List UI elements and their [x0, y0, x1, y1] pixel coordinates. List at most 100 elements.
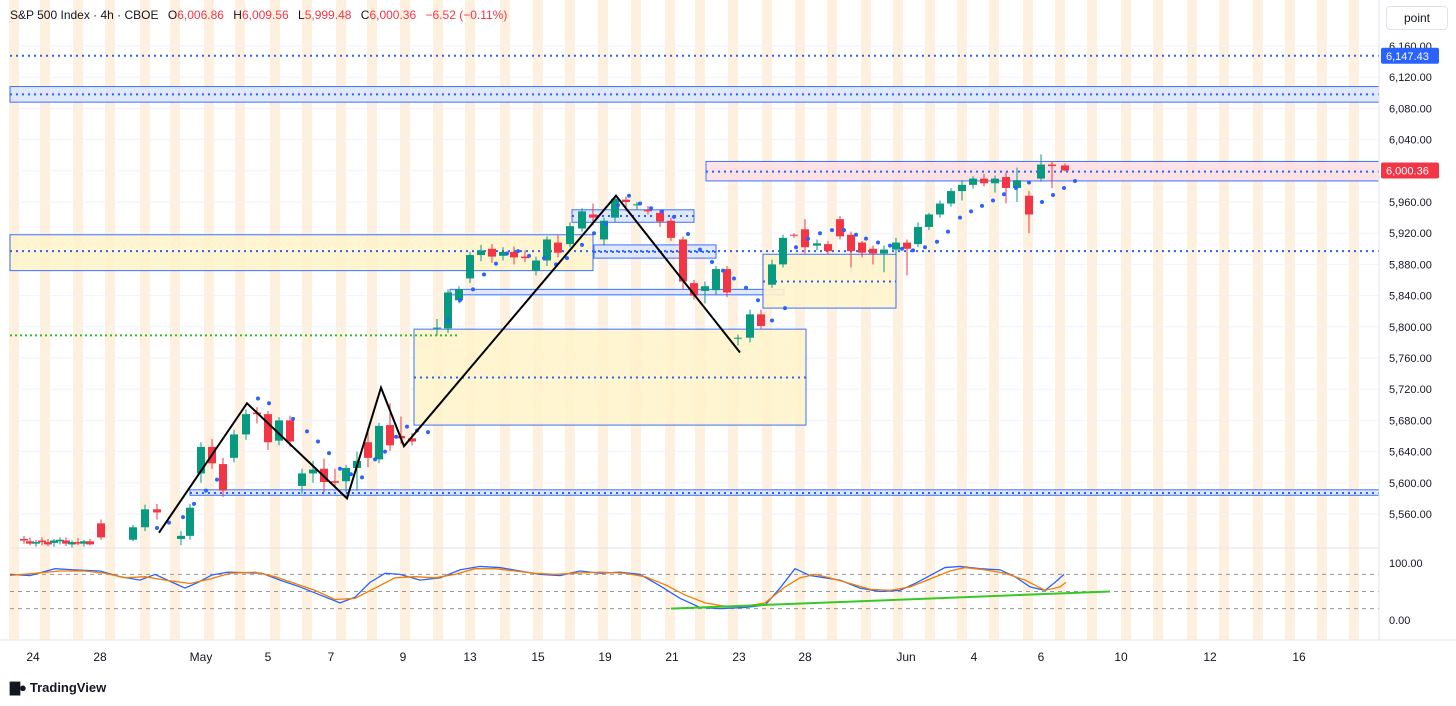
candle — [1013, 167, 1021, 202]
psar-dot — [911, 248, 915, 253]
candle-body — [813, 243, 821, 246]
candle — [656, 209, 664, 227]
candle — [712, 265, 720, 295]
price-tag: 6,147.43 — [1381, 47, 1439, 64]
psar-dot — [527, 253, 531, 258]
candle-body — [958, 184, 966, 192]
stoch-tick-label: 100.00 — [1389, 558, 1423, 570]
candle — [129, 524, 137, 542]
candle — [521, 250, 529, 263]
session-band — [1317, 0, 1327, 640]
candle-body — [1025, 195, 1033, 215]
candle — [141, 504, 149, 532]
candle-body — [264, 414, 272, 443]
candle — [947, 187, 955, 207]
candle — [734, 334, 742, 346]
psar-dot — [360, 475, 364, 480]
session-band — [204, 0, 214, 640]
y-tick-label: 5,680.00 — [1389, 415, 1432, 427]
session-band — [400, 0, 410, 640]
psar-dot — [991, 198, 995, 203]
tradingview-logo[interactable]: ▇● TradingView — [10, 680, 106, 696]
candle — [499, 247, 507, 261]
candle — [477, 244, 485, 262]
session-band — [140, 0, 150, 640]
candle — [26, 537, 34, 546]
candle-body — [690, 283, 698, 296]
psar-dot — [1073, 178, 1077, 183]
psar-dot — [580, 242, 584, 247]
x-tick-label: 5 — [265, 650, 272, 664]
candle-body — [936, 203, 944, 215]
x-tick-label: 10 — [1114, 650, 1128, 664]
candle-body — [869, 248, 877, 254]
candle — [969, 176, 977, 189]
candle — [925, 212, 933, 231]
psar-dot — [923, 245, 927, 250]
candle-body — [622, 199, 630, 202]
candle-body — [466, 255, 474, 279]
candle-body — [701, 286, 709, 291]
y-tick-label: 5,600.00 — [1389, 478, 1432, 490]
candle-body — [129, 527, 137, 540]
session-band — [925, 0, 935, 640]
candle — [510, 246, 518, 265]
candle — [1002, 172, 1010, 204]
session-band — [631, 0, 641, 640]
psar-dot — [1002, 192, 1006, 197]
psar-dot — [806, 236, 810, 241]
psar-dot — [1040, 200, 1044, 204]
candle — [230, 429, 238, 463]
candle-body — [26, 541, 34, 544]
candle-body — [600, 220, 608, 240]
session-band — [861, 0, 871, 640]
psar-dot — [291, 416, 295, 421]
candle-body — [56, 539, 64, 542]
unit-button[interactable]: point — [1386, 6, 1448, 30]
candle — [275, 417, 283, 446]
tradingview-icon: ▇● — [10, 680, 27, 695]
psar-dot — [876, 240, 880, 245]
candle — [86, 538, 94, 546]
price-tag-bg — [1381, 162, 1439, 179]
candle — [667, 217, 675, 241]
candle — [97, 519, 105, 540]
candle-body — [734, 337, 742, 339]
close-value: 6,000.36 — [369, 8, 417, 22]
candle-body — [444, 292, 452, 329]
candle — [20, 535, 28, 544]
psar-dot — [946, 229, 950, 234]
candle-body — [633, 204, 641, 206]
candle-body — [969, 178, 977, 185]
candle — [1048, 161, 1056, 188]
candle — [554, 234, 562, 258]
candle-body — [1002, 177, 1010, 188]
psar-dot — [181, 515, 185, 520]
candle-body — [242, 414, 250, 435]
candle — [892, 237, 900, 257]
candle-body — [309, 469, 317, 474]
candle — [488, 244, 496, 263]
stoch-tick-label: 0.00 — [1389, 615, 1410, 627]
candle-body — [644, 209, 652, 212]
psar-dot — [854, 232, 858, 237]
candle-body — [80, 541, 88, 544]
candle — [32, 539, 40, 547]
candle-body — [723, 269, 731, 293]
candle — [62, 537, 70, 546]
candle-body — [790, 234, 798, 236]
candle — [543, 236, 551, 266]
candle-body — [141, 509, 149, 528]
psar-dot — [1027, 180, 1031, 185]
session-band — [1055, 0, 1065, 640]
psar-dot — [756, 298, 760, 303]
psar-dot — [215, 477, 219, 482]
candle — [790, 233, 798, 238]
session-band — [73, 0, 83, 640]
psar-dot — [969, 209, 973, 214]
candle-body — [342, 467, 350, 482]
candle-body — [1048, 164, 1056, 167]
session-band — [1087, 0, 1097, 640]
candle-body — [980, 178, 988, 184]
